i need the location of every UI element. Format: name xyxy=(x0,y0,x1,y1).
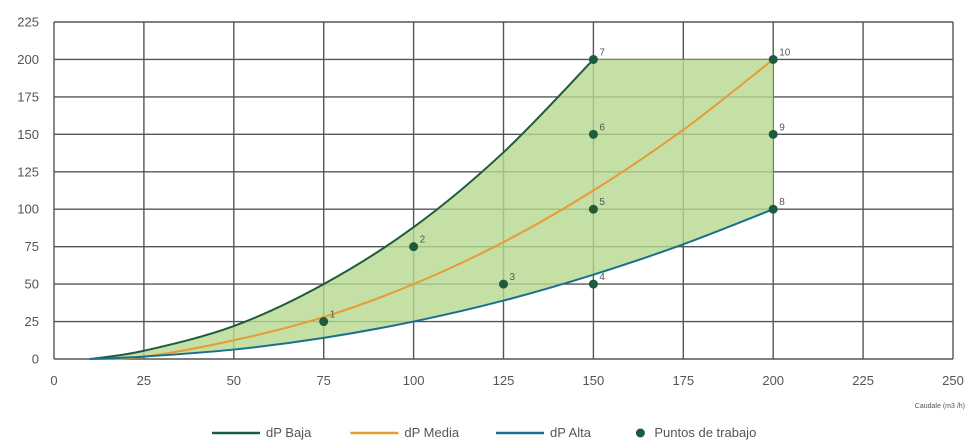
x-tick-label: 200 xyxy=(762,373,784,388)
legend: dP Baja dP Media dP Alta Puntos de trabajo xyxy=(212,425,756,440)
x-tick-label: 0 xyxy=(50,373,57,388)
y-tick-label: 0 xyxy=(32,352,39,367)
work-point-label: 2 xyxy=(420,235,426,246)
work-point xyxy=(768,204,778,214)
x-tick-label: 150 xyxy=(583,373,605,388)
fill-layer xyxy=(89,59,774,359)
x-axis-label: Caudale (m3 /h) xyxy=(915,403,965,410)
y-tick-label: 200 xyxy=(17,52,39,67)
y-tick-label: 225 xyxy=(17,15,39,30)
x-axis-ticks: 0 25 50 75 100 125 150 175 200 225 250 xyxy=(50,373,963,388)
series-lines xyxy=(89,58,774,360)
legend-label: Puntos de trabajo xyxy=(654,425,756,440)
work-point-label: 10 xyxy=(779,47,791,58)
x-tick-label: 75 xyxy=(316,373,330,388)
work-point xyxy=(768,54,778,64)
y-tick-label: 150 xyxy=(17,127,39,142)
operating-area-fill xyxy=(89,59,774,359)
work-point xyxy=(499,279,508,289)
line-dp-baja xyxy=(89,58,595,360)
y-tick-label: 125 xyxy=(17,164,39,179)
work-point-label: 5 xyxy=(599,197,605,208)
y-tick-label: 50 xyxy=(25,277,39,292)
work-point xyxy=(409,242,419,252)
work-points: 1 2 3 4 5 6 7 8 9 10 xyxy=(319,47,791,327)
work-point-label: 1 xyxy=(330,310,336,321)
legend-swatch xyxy=(635,428,645,438)
line-dp-media xyxy=(89,58,774,360)
legend-label: dP Alta xyxy=(550,425,592,440)
y-axis-ticks: 0 25 50 75 100 125 150 175 200 225 xyxy=(17,15,39,367)
work-point-label: 9 xyxy=(779,122,785,133)
y-tick-label: 75 xyxy=(25,239,39,254)
work-point-label: 7 xyxy=(599,47,605,58)
work-point xyxy=(588,129,598,139)
work-point xyxy=(768,129,778,139)
x-tick-label: 225 xyxy=(852,373,874,388)
work-point-label: 6 xyxy=(599,122,605,133)
x-tick-label: 25 xyxy=(137,373,151,388)
x-tick-label: 50 xyxy=(227,373,241,388)
y-tick-label: 100 xyxy=(17,202,39,217)
x-tick-label: 250 xyxy=(942,373,964,388)
x-tick-label: 175 xyxy=(672,373,694,388)
legend-label: dP Baja xyxy=(266,425,312,440)
work-point xyxy=(319,317,329,327)
work-point xyxy=(588,54,598,64)
x-tick-label: 125 xyxy=(493,373,515,388)
legend-label: dP Media xyxy=(404,425,459,440)
work-point-label: 4 xyxy=(599,272,605,283)
y-tick-label: 25 xyxy=(25,314,39,329)
work-point-label: 8 xyxy=(779,197,785,208)
y-tick-label: 175 xyxy=(17,89,39,104)
x-tick-label: 100 xyxy=(403,373,425,388)
work-point-label: 3 xyxy=(510,272,516,283)
work-point xyxy=(588,204,598,214)
line-dp-alta xyxy=(89,208,774,360)
work-point xyxy=(588,279,598,289)
